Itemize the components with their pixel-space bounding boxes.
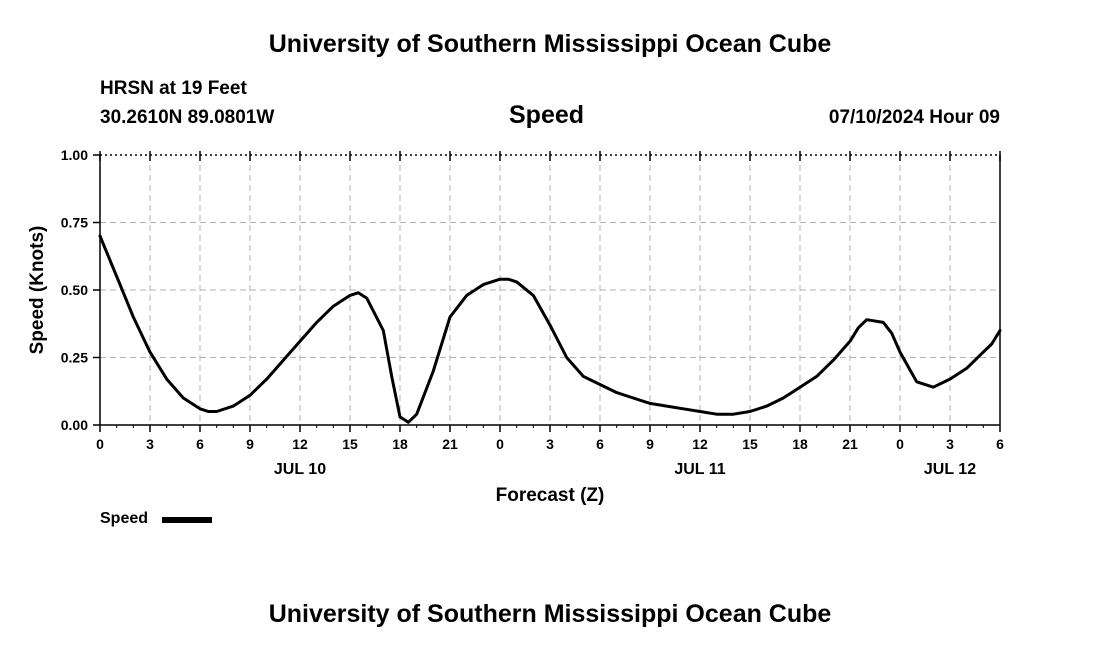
x-tick-label: 3 [946,436,954,452]
x-tick-label: 12 [692,436,708,452]
x-tick-label: 12 [292,436,308,452]
x-tick-label: 3 [146,436,154,452]
x-tick-label: 9 [646,436,654,452]
x-tick-label: 6 [596,436,604,452]
chart-title-top: University of Southern Mississippi Ocean… [268,30,832,58]
station-label: HRSN at 19 Feet [100,78,247,99]
date-label: JUL 11 [674,461,725,478]
x-tick-label: 15 [742,436,758,452]
x-tick-label: 9 [246,436,254,452]
x-tick-label: 6 [196,436,204,452]
legend-swatch [162,517,212,523]
date-label: JUL 10 [274,461,326,478]
legend-label: Speed [100,510,149,527]
x-tick-label: 0 [496,436,504,452]
y-axis-label: Speed (Knots) [27,226,48,355]
coordinates-label: 30.2610N 89.0801W [100,107,275,128]
timestamp-label: 07/10/2024 Hour 09 [828,107,1000,128]
y-tick-label: 0.50 [61,282,88,298]
x-tick-label: 18 [392,436,408,452]
x-tick-label: 0 [96,436,104,452]
x-tick-label: 0 [896,436,904,452]
x-tick-label: 18 [792,436,808,452]
y-tick-label: 0.75 [61,215,88,231]
date-label: JUL 12 [924,461,976,478]
y-tick-label: 0.25 [61,350,88,366]
x-tick-label: 21 [842,436,858,452]
variable-title: Speed [509,101,585,129]
series-line-speed [98,234,1002,424]
y-tick-label: 1.00 [61,147,88,163]
x-axis-label: Forecast (Z) [496,485,605,506]
x-tick-label: 6 [996,436,1004,452]
x-tick-label: 15 [342,436,358,452]
y-tick-label: 0.00 [61,417,88,433]
x-tick-label: 21 [442,436,458,452]
x-tick-label: 3 [546,436,554,452]
chart-title-bottom: University of Southern Mississippi Ocean… [268,600,832,628]
